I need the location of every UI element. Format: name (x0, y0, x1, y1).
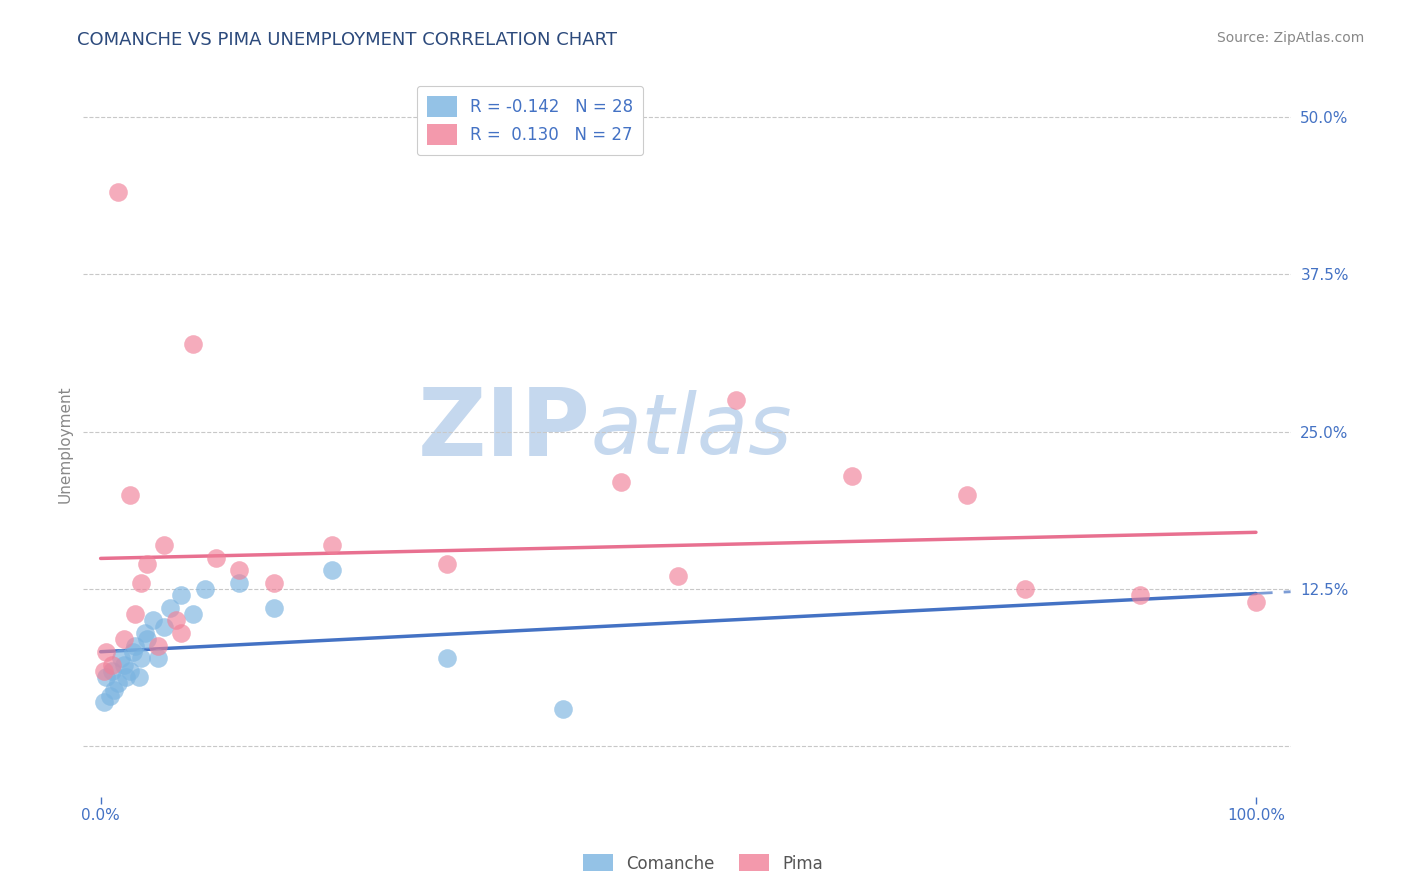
Point (129, 651, 152, 665)
Point (263, 600, 285, 615)
Point (124, 639, 146, 653)
Point (159, 600, 181, 615)
Point (228, 563, 250, 577)
Point (1129, 588, 1152, 602)
Point (107, 186, 129, 200)
Point (170, 626, 193, 640)
Y-axis label: Unemployment: Unemployment (58, 385, 72, 503)
Point (181, 336, 204, 351)
Point (98, 689, 121, 703)
Text: COMANCHE VS PIMA UNEMPLOYMENT CORRELATION CHART: COMANCHE VS PIMA UNEMPLOYMENT CORRELATIO… (77, 31, 617, 49)
Point (956, 487, 979, 501)
Point (134, 626, 156, 640)
Legend: R = -0.142   N = 28, R =  0.130   N = 27: R = -0.142 N = 28, R = 0.130 N = 27 (416, 86, 643, 155)
Point (841, 468, 863, 483)
Point (122, 645, 145, 659)
Point (135, 557, 157, 571)
Point (124, 607, 146, 622)
Point (107, 676, 129, 690)
Point (551, 701, 574, 715)
Point (170, 588, 193, 602)
Point (436, 557, 458, 571)
Point (112, 632, 135, 647)
Point (205, 550, 228, 565)
Point (135, 632, 157, 647)
Point (96, 670, 118, 684)
Legend: Comanche, Pima: Comanche, Pima (576, 847, 830, 880)
Point (436, 651, 458, 665)
Point (1014, 582, 1036, 596)
Point (321, 538, 343, 552)
Text: ZIP: ZIP (418, 384, 591, 476)
Point (110, 651, 132, 665)
Point (101, 657, 124, 672)
Point (103, 682, 125, 697)
Point (228, 575, 250, 590)
Point (165, 614, 187, 628)
Point (666, 569, 689, 583)
Text: Source: ZipAtlas.com: Source: ZipAtlas.com (1216, 31, 1364, 45)
Point (148, 639, 170, 653)
Point (181, 607, 204, 622)
Point (93, 695, 115, 709)
Point (321, 563, 343, 577)
Point (128, 670, 150, 684)
Text: atlas: atlas (591, 390, 792, 471)
Point (263, 575, 285, 590)
Point (1244, 594, 1267, 608)
Point (101, 664, 124, 678)
Point (153, 620, 176, 634)
Point (148, 651, 170, 665)
Point (96, 645, 118, 659)
Point (93, 664, 115, 678)
Point (142, 614, 165, 628)
Point (153, 538, 176, 552)
Point (129, 575, 152, 590)
Point (112, 657, 135, 672)
Point (118, 487, 141, 501)
Point (118, 664, 141, 678)
Point (609, 475, 631, 489)
Point (115, 670, 138, 684)
Point (194, 582, 217, 596)
Point (725, 393, 748, 408)
